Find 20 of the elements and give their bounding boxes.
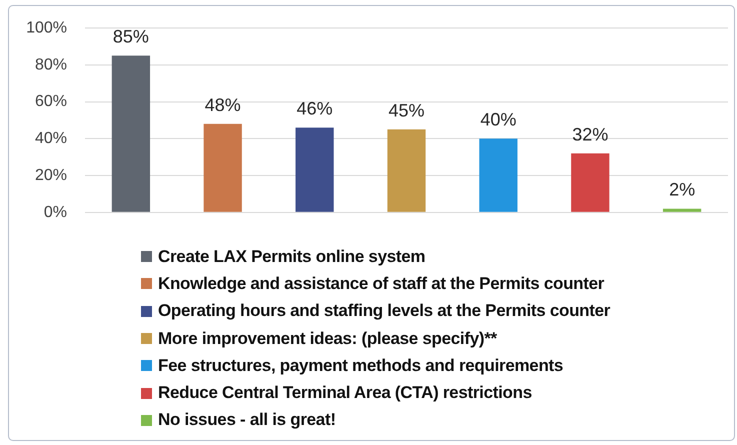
- data-label: 85%: [112, 26, 149, 47]
- data-label: 46%: [296, 98, 333, 119]
- y-tick-label: 60%: [34, 93, 67, 110]
- legend-label: Reduce Central Terminal Area (CTA) restrictions: [158, 383, 532, 404]
- legend-label: Create LAX Permits online system: [158, 246, 426, 267]
- legend-label: No issues - all is great!: [158, 410, 336, 430]
- y-tick-label: 0%: [44, 204, 67, 221]
- y-tick-label: 80%: [34, 56, 67, 74]
- legend-label: More improvement ideas: (please specify)**: [158, 328, 497, 349]
- data-label: 45%: [388, 100, 425, 120]
- data-label: 32%: [572, 124, 608, 144]
- y-tick-label: 20%: [34, 166, 67, 184]
- y-tick-label: 40%: [34, 130, 67, 148]
- legend-label: Knowledge and assistance of staff at the Permits counter: [158, 274, 604, 294]
- y-tick-label: 100%: [26, 19, 67, 36]
- data-label: 2%: [669, 180, 696, 200]
- legend-label: Operating hours and staffing levels at the Permits counter: [158, 301, 610, 322]
- legend-label: Fee structures, payment methods and requirements: [158, 356, 564, 376]
- data-label: 48%: [204, 94, 241, 115]
- data-label: 40%: [480, 110, 516, 130]
